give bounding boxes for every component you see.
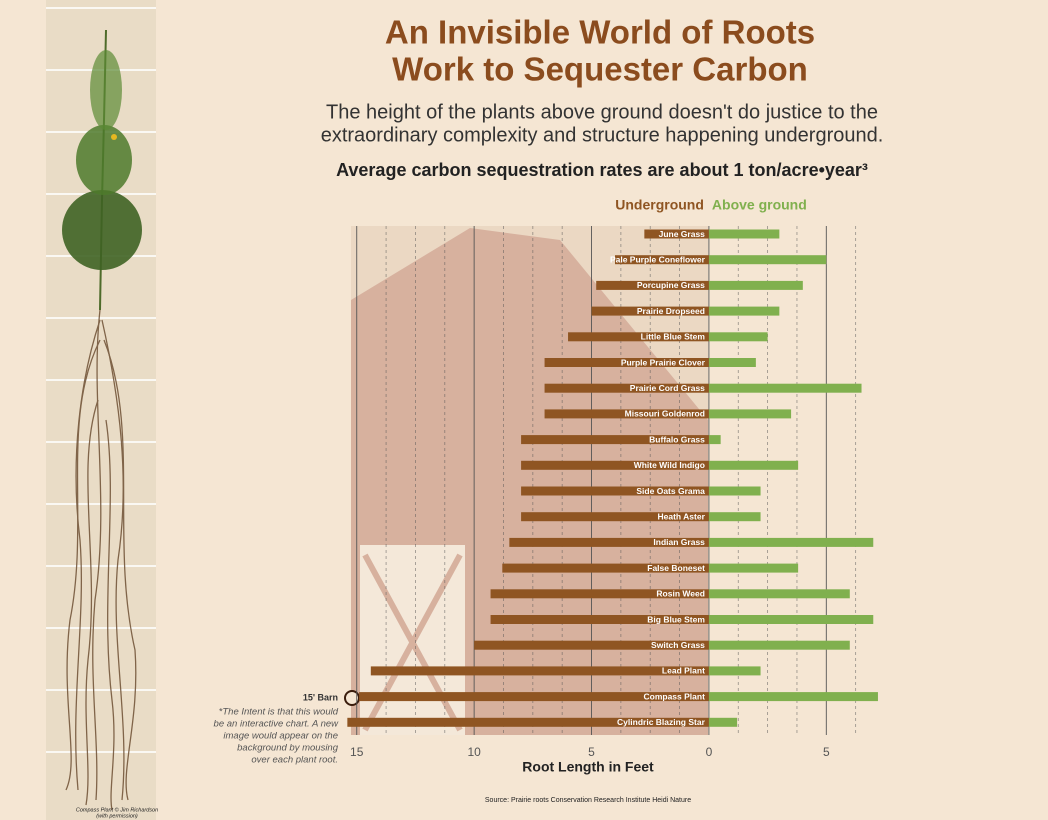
category-label: Switch Grass xyxy=(651,640,705,650)
chart-title: An Invisible World of Roots xyxy=(385,14,815,51)
bar xyxy=(544,358,709,367)
bar xyxy=(708,717,738,727)
note: image would appear on the xyxy=(223,731,338,742)
bar xyxy=(708,358,756,367)
bar xyxy=(708,306,780,316)
bar xyxy=(708,486,761,496)
bar xyxy=(521,486,709,496)
bar xyxy=(708,280,803,290)
category-label: Side Oats Grama xyxy=(636,486,705,496)
annotation-marker xyxy=(344,690,360,706)
category-label: Missouri Goldenrod xyxy=(625,409,705,419)
subtitle: The height of the plants above ground do… xyxy=(326,101,878,123)
bar xyxy=(509,537,709,547)
category-label: Indian Grass xyxy=(653,537,705,547)
category-label: Little Blue Stem xyxy=(641,332,706,342)
chart-title: Work to Sequester Carbon xyxy=(392,51,808,88)
category-label: Big Blue Stem xyxy=(647,614,705,624)
barn-background xyxy=(351,226,708,735)
source: Source: Prairie roots Conservation Resea… xyxy=(485,797,691,804)
category-label: Purple Prairie Clover xyxy=(621,357,706,367)
bar xyxy=(644,229,709,239)
bar xyxy=(370,666,709,676)
bar xyxy=(708,332,768,342)
bar xyxy=(359,692,709,702)
bar xyxy=(502,563,709,573)
category-label: Prairie Cord Grass xyxy=(630,383,705,393)
subtitle: extraordinary complexity and structure h… xyxy=(321,124,884,146)
bar xyxy=(490,589,709,599)
category-label: Lead Plant xyxy=(662,666,705,676)
bar xyxy=(708,229,780,239)
bar xyxy=(708,666,761,676)
category-label: June Grass xyxy=(659,229,706,239)
note: be an interactive chart. A new xyxy=(214,719,340,730)
category-label: White Wild Indigo xyxy=(634,460,705,470)
x-tick-label: 5 xyxy=(823,745,830,759)
legend-entry: Above ground xyxy=(712,197,807,213)
bar xyxy=(708,512,761,522)
plant-photo: Compass Plant © Jim Richardson (with per… xyxy=(46,0,158,820)
legend-entry: Underground xyxy=(615,197,704,213)
photo-credit: Compass Plant © Jim Richardson xyxy=(76,806,158,813)
note: over each plant root. xyxy=(251,755,338,766)
bar xyxy=(708,383,862,393)
bar xyxy=(708,563,799,573)
x-tick-label: 0 xyxy=(706,745,713,759)
bar xyxy=(347,717,709,727)
bar xyxy=(615,255,709,265)
heading: Average carbon sequestration rates are a… xyxy=(336,160,868,180)
bar xyxy=(591,306,709,316)
bar xyxy=(596,280,709,290)
bar xyxy=(708,435,721,445)
category-label: Prairie Dropseed xyxy=(637,306,705,316)
note: background by mousing xyxy=(237,743,339,754)
x-tick-label: 10 xyxy=(467,745,481,759)
bar xyxy=(708,460,799,470)
category-label: Compass Plant xyxy=(644,691,706,701)
bar xyxy=(521,435,709,445)
note: *The Intent is that this would xyxy=(219,707,339,718)
category-label: Buffalo Grass xyxy=(649,434,705,444)
bar xyxy=(474,640,709,650)
annotation: 15' Barn xyxy=(303,692,338,702)
bar xyxy=(708,537,874,547)
category-label: Heath Aster xyxy=(658,511,706,521)
bar xyxy=(521,512,709,522)
bar xyxy=(521,460,709,470)
photo-credit: (with permission) xyxy=(96,813,138,819)
category-label: Pale Purple Coneflower xyxy=(610,254,706,264)
bar xyxy=(544,409,709,419)
x-tick-label: 15 xyxy=(350,745,364,759)
bar xyxy=(568,332,709,342)
x-tick-label: 5 xyxy=(588,745,595,759)
bar xyxy=(708,409,792,419)
category-label: Porcupine Grass xyxy=(637,280,705,290)
bar xyxy=(708,255,827,265)
bar xyxy=(708,615,874,624)
bar xyxy=(544,383,709,393)
x-axis-label: Root Length in Feet xyxy=(522,759,654,775)
bar xyxy=(490,615,709,624)
category-label: Cylindric Blazing Star xyxy=(617,717,706,727)
bar xyxy=(708,640,850,650)
bar xyxy=(708,692,878,702)
bar xyxy=(708,589,850,599)
category-label: Rosin Weed xyxy=(656,589,705,599)
category-label: False Boneset xyxy=(647,563,705,573)
